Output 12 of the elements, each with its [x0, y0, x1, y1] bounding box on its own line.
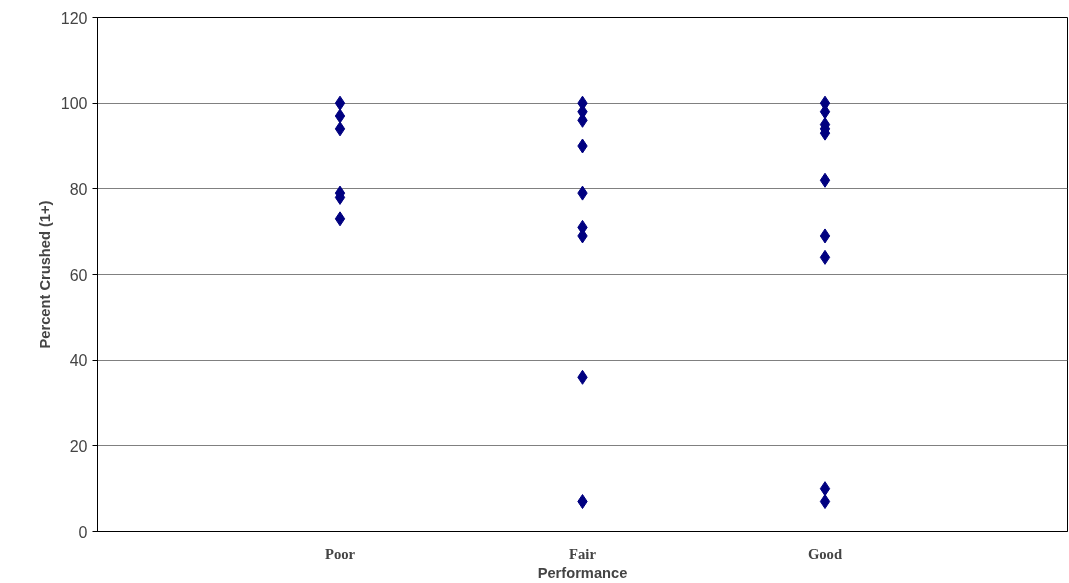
- x-axis-title: Performance: [537, 564, 628, 581]
- y-tick-label: 100: [60, 95, 88, 113]
- y-tick-label: 40: [69, 352, 88, 370]
- x-tick-label: Fair: [569, 545, 597, 562]
- y-tick-label: 20: [69, 437, 88, 455]
- y-tick-label: 0: [78, 523, 88, 541]
- y-tick-label: 60: [69, 266, 88, 284]
- y-axis-title: Percent Crushed (1+): [36, 200, 53, 349]
- x-tick-label: Good: [807, 545, 843, 562]
- x-tick-label: Poor: [324, 545, 356, 562]
- y-tick-label: 120: [60, 9, 88, 27]
- y-tick-label: 80: [69, 180, 88, 198]
